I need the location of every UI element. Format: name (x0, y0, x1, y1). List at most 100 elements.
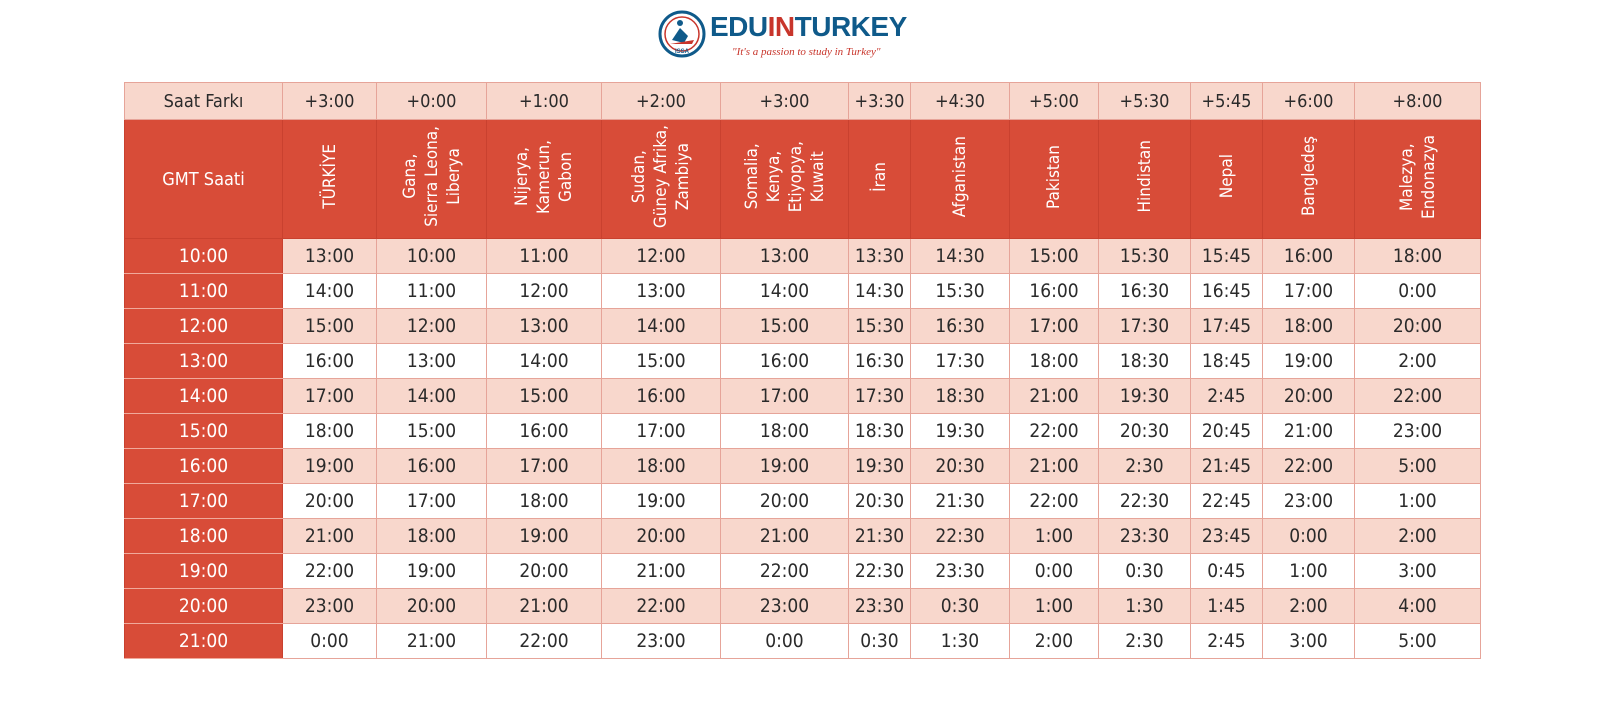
local-time-cell: 17:00 (601, 413, 721, 449)
country-label: Nepal (1216, 154, 1237, 199)
offset-cell: +3:30 (848, 82, 911, 120)
local-time-cell: 21:00 (486, 588, 602, 624)
local-time-cell: 19:30 (910, 413, 1010, 449)
local-time-cell: 20:00 (486, 553, 602, 589)
country-header: Bangledeş (1262, 119, 1355, 239)
local-time-cell: 21:30 (910, 483, 1010, 519)
local-time-cell: 18:00 (601, 448, 721, 484)
local-time-cell: 22:00 (1009, 483, 1099, 519)
local-time-cell: 19:00 (376, 553, 487, 589)
local-time-cell: 21:00 (282, 518, 377, 554)
issa-emblem-icon: ISSA (658, 10, 706, 58)
local-time-cell: 16:00 (1262, 238, 1355, 274)
local-time-cell: 1:45 (1190, 588, 1263, 624)
offset-cell: +8:00 (1354, 82, 1481, 120)
local-time-cell: 2:30 (1098, 448, 1191, 484)
local-time-cell: 0:00 (1354, 273, 1481, 309)
local-time-cell: 21:00 (720, 518, 849, 554)
local-time-cell: 21:00 (601, 553, 721, 589)
gmt-time-cell: 21:00 (124, 623, 283, 659)
local-time-cell: 20:00 (1262, 378, 1355, 414)
country-header: İran (848, 119, 911, 239)
gmt-time-cell: 11:00 (124, 273, 283, 309)
local-time-cell: 15:30 (848, 308, 911, 344)
local-time-cell: 18:00 (720, 413, 849, 449)
table-row: 15:00 18:00 15:00 16:00 17:00 18:00 18:30 19:30… (124, 413, 1481, 449)
local-time-cell: 19:30 (1098, 378, 1191, 414)
local-time-cell: 1:00 (1009, 518, 1099, 554)
local-time-cell: 14:00 (601, 308, 721, 344)
local-time-cell: 22:00 (486, 623, 602, 659)
offset-cell: +5:30 (1098, 82, 1191, 120)
local-time-cell: 5:00 (1354, 623, 1481, 659)
local-time-cell: 17:30 (1098, 308, 1191, 344)
country-header: Pakistan (1009, 119, 1099, 239)
timezone-table: Saat Farkı +3:00 +0:00 +1:00 +2:00 +3:00 +3:30… (124, 82, 1481, 659)
local-time-cell: 4:00 (1354, 588, 1481, 624)
local-time-cell: 21:30 (848, 518, 911, 554)
local-time-cell: 23:45 (1190, 518, 1263, 554)
local-time-cell: 19:30 (848, 448, 911, 484)
local-time-cell: 17:00 (720, 378, 849, 414)
local-time-cell: 16:00 (1009, 273, 1099, 309)
local-time-cell: 11:00 (376, 273, 487, 309)
local-time-cell: 0:00 (1262, 518, 1355, 554)
country-label: İran (869, 161, 890, 192)
local-time-cell: 2:45 (1190, 623, 1263, 659)
gmt-label: GMT Saati (124, 119, 283, 239)
local-time-cell: 20:00 (601, 518, 721, 554)
offset-cell: +5:00 (1009, 82, 1099, 120)
local-time-cell: 13:00 (376, 343, 487, 379)
local-time-cell: 16:00 (601, 378, 721, 414)
local-time-cell: 19:00 (282, 448, 377, 484)
table-row: 18:00 21:00 18:00 19:00 20:00 21:00 21:30 22:30… (124, 518, 1481, 554)
logo-word-turkey: TURKEY (794, 11, 908, 42)
local-time-cell: 23:00 (1262, 483, 1355, 519)
gmt-time-cell: 13:00 (124, 343, 283, 379)
local-time-cell: 23:30 (910, 553, 1010, 589)
local-time-cell: 21:00 (1262, 413, 1355, 449)
local-time-cell: 22:00 (282, 553, 377, 589)
gmt-time-cell: 17:00 (124, 483, 283, 519)
local-time-cell: 12:00 (601, 238, 721, 274)
local-time-cell: 0:00 (1009, 553, 1099, 589)
local-time-cell: 20:00 (720, 483, 849, 519)
local-time-cell: 18:30 (910, 378, 1010, 414)
local-time-cell: 17:45 (1190, 308, 1263, 344)
local-time-cell: 10:00 (376, 238, 487, 274)
gmt-time-cell: 14:00 (124, 378, 283, 414)
local-time-cell: 14:00 (486, 343, 602, 379)
country-label: Pakistan (1044, 144, 1064, 209)
country-header: Malezya, Endonazya (1354, 119, 1481, 239)
country-header: Sudan, Güney Afrika, Zambiya (601, 119, 721, 239)
local-time-cell: 15:30 (1098, 238, 1191, 274)
table-row: 11:00 14:00 11:00 12:00 13:00 14:00 14:30 15:30… (124, 273, 1481, 309)
local-time-cell: 21:00 (1009, 378, 1099, 414)
country-label: Gana, Sierra Leona, Liberya (399, 126, 464, 227)
local-time-cell: 20:00 (282, 483, 377, 519)
local-time-cell: 17:00 (1262, 273, 1355, 309)
logo-word-in: IN (767, 11, 796, 42)
gmt-time-cell: 15:00 (124, 413, 283, 449)
local-time-cell: 19:00 (601, 483, 721, 519)
local-time-cell: 17:30 (910, 343, 1010, 379)
country-label: Malezya, Endonazya (1396, 134, 1439, 219)
local-time-cell: 18:00 (1354, 238, 1481, 274)
local-time-cell: 0:45 (1190, 553, 1263, 589)
gmt-time-cell: 12:00 (124, 308, 283, 344)
local-time-cell: 17:00 (486, 448, 602, 484)
local-time-cell: 15:00 (601, 343, 721, 379)
local-time-cell: 23:00 (601, 623, 721, 659)
local-time-cell: 15:00 (720, 308, 849, 344)
offset-cell: +3:00 (720, 82, 849, 120)
offset-cell: +6:00 (1262, 82, 1355, 120)
local-time-cell: 17:00 (1009, 308, 1099, 344)
local-time-cell: 16:30 (1098, 273, 1191, 309)
local-time-cell: 18:00 (376, 518, 487, 554)
local-time-cell: 16:00 (720, 343, 849, 379)
local-time-cell: 22:00 (720, 553, 849, 589)
offset-cell: +0:00 (376, 82, 487, 120)
eduinturkey-logo: ISSA EDUINTURKEY "It's a passion to stud… (658, 10, 918, 62)
local-time-cell: 1:00 (1354, 483, 1481, 519)
local-time-cell: 1:00 (1262, 553, 1355, 589)
